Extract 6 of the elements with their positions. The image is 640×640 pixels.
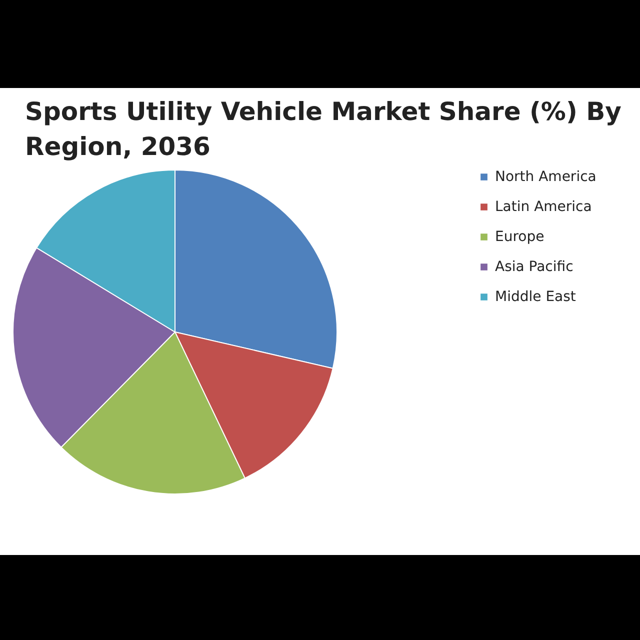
legend-label: Asia Pacific — [495, 259, 574, 275]
legend-label: Europe — [495, 229, 544, 245]
legend-label: Latin America — [495, 199, 592, 215]
legend-label: Middle East — [495, 289, 576, 305]
legend-label: North America — [495, 169, 596, 185]
chart-title: Sports Utility Vehicle Market Share (%) By Region, 2036 — [25, 97, 622, 161]
